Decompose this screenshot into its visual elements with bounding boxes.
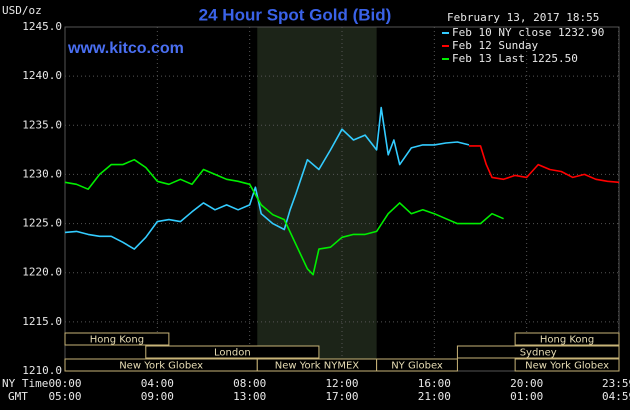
x-row-label: NY Time bbox=[2, 377, 48, 390]
legend-label: Feb 12 Sunday bbox=[452, 39, 538, 52]
x-tick-label: 08:00 bbox=[233, 377, 266, 390]
x2-tick-label: 13:00 bbox=[233, 390, 266, 403]
x2-tick-label: 04:59 bbox=[602, 390, 630, 403]
session-bar bbox=[456, 345, 620, 359]
x2-tick-label: 01:00 bbox=[510, 390, 543, 403]
session-band bbox=[257, 27, 377, 371]
y-tick-label: 1215.0 bbox=[22, 315, 62, 328]
x-tick-label: 12:00 bbox=[325, 377, 358, 390]
session-bar bbox=[376, 358, 458, 372]
y-axis-label: USD/oz bbox=[2, 4, 42, 17]
x2-row-label: GMT bbox=[8, 390, 28, 403]
y-tick-label: 1245.0 bbox=[22, 20, 62, 33]
legend-label: Feb 10 NY close 1232.90 bbox=[452, 26, 604, 39]
x2-tick-label: 09:00 bbox=[141, 390, 174, 403]
y-tick-label: 1220.0 bbox=[22, 266, 62, 279]
y-tick-label: 1225.0 bbox=[22, 217, 62, 230]
y-tick-label: 1235.0 bbox=[22, 118, 62, 131]
session-label: New York Globex bbox=[119, 361, 203, 372]
x-tick-label: 00:00 bbox=[48, 377, 81, 390]
series-line bbox=[469, 145, 620, 184]
session-label: Hong Kong bbox=[540, 335, 594, 346]
y-tick-label: 1210.0 bbox=[22, 364, 62, 377]
series-line bbox=[64, 106, 470, 250]
x-tick-label: 23:59 bbox=[602, 377, 630, 390]
x2-tick-label: 21:00 bbox=[418, 390, 451, 403]
chart-title: 24 Hour Spot Gold (Bid) bbox=[199, 5, 392, 24]
x2-tick-label: 05:00 bbox=[48, 390, 81, 403]
session-bar bbox=[514, 332, 620, 346]
watermark: www.kitco.com bbox=[67, 40, 184, 57]
x2-tick-label: 17:00 bbox=[325, 390, 358, 403]
session-label: NY Globex bbox=[391, 361, 443, 372]
legend-label: Feb 13 Last 1225.50 bbox=[452, 52, 578, 65]
timestamp: February 13, 2017 18:55 bbox=[447, 11, 599, 24]
session-label: New York Globex bbox=[525, 361, 609, 372]
session-label: Sydney bbox=[520, 348, 557, 359]
session-bar bbox=[514, 358, 620, 372]
x-tick-label: 04:00 bbox=[141, 377, 174, 390]
session-bar bbox=[64, 332, 170, 346]
session-label: London bbox=[214, 348, 251, 359]
x-tick-label: 16:00 bbox=[418, 377, 451, 390]
session-label: Hong Kong bbox=[90, 335, 144, 346]
y-tick-label: 1230.0 bbox=[22, 167, 62, 180]
x-tick-label: 20:00 bbox=[510, 377, 543, 390]
y-tick-label: 1240.0 bbox=[22, 69, 62, 82]
session-bar bbox=[145, 345, 320, 359]
session-label: New York NYMEX bbox=[275, 361, 360, 372]
series-line bbox=[64, 158, 504, 276]
